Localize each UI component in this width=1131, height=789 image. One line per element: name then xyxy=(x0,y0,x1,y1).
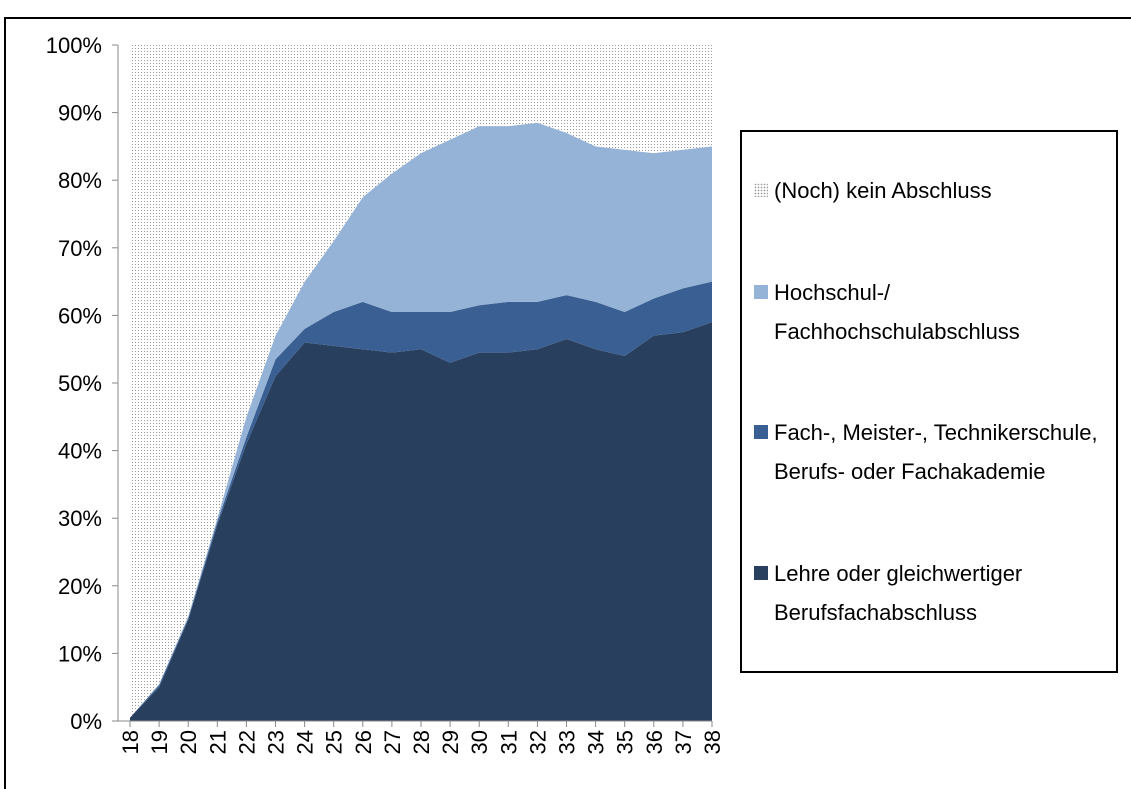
y-tick-label: 40% xyxy=(58,439,102,464)
legend: (Noch) kein Abschluss Hochschul-/ Fachhoc… xyxy=(740,130,1118,673)
area xyxy=(130,45,712,718)
area xyxy=(130,322,712,721)
y-tick-label: 30% xyxy=(58,506,102,531)
legend-entry: Fach-, Meister-, Technikerschule, Berufs… xyxy=(754,413,1106,491)
legend-label: Fach-, Meister-, Technikerschule, Berufs… xyxy=(774,420,1098,485)
legend-label: (Noch) kein Abschluss xyxy=(774,178,992,204)
legend-label: Hochschul-/ Fachhochschulabschluss xyxy=(774,279,1020,344)
x-tick-label: 25 xyxy=(322,730,347,754)
x-tick-label: 22 xyxy=(234,730,259,754)
x-tick-label: 38 xyxy=(700,730,725,754)
legend-entry: Lehre oder gleichwertiger Berufsfachabsc… xyxy=(754,554,1106,632)
area xyxy=(130,281,712,718)
x-tick-label: 18 xyxy=(118,730,143,754)
legend-entry: Hochschul-/ Fachhochschulabschluss xyxy=(754,273,1106,351)
area xyxy=(130,122,712,718)
legend-swatch xyxy=(754,183,768,198)
y-tick-label: 70% xyxy=(58,236,102,261)
y-tick-label: 0% xyxy=(70,709,102,734)
x-tick-label: 34 xyxy=(584,730,609,754)
x-tick-label: 21 xyxy=(205,730,230,754)
legend-swatch xyxy=(754,565,768,580)
x-tick-label: 30 xyxy=(467,730,492,754)
x-tick-label: 33 xyxy=(555,730,580,754)
x-tick-label: 23 xyxy=(264,730,289,754)
y-tick-label: 60% xyxy=(58,303,102,328)
x-tick-label: 31 xyxy=(496,730,521,754)
x-tick-label: 37 xyxy=(671,730,696,754)
legend-label: Lehre oder gleichwertiger Berufsfachabsc… xyxy=(774,560,1023,625)
x-tick-label: 28 xyxy=(409,730,434,754)
x-tick-label: 26 xyxy=(351,730,376,754)
y-tick-label: 90% xyxy=(58,101,102,126)
y-tick-label: 20% xyxy=(58,574,102,599)
legend-entry: (Noch) kein Abschluss xyxy=(754,171,1106,210)
y-tick-label: 100% xyxy=(46,33,102,58)
y-tick-label: 80% xyxy=(58,168,102,193)
x-tick-label: 36 xyxy=(642,730,667,754)
x-tick-label: 29 xyxy=(438,730,463,754)
legend-swatch xyxy=(754,425,768,440)
chart-border xyxy=(4,17,1131,789)
x-tick-label: 32 xyxy=(525,730,550,754)
x-tick-label: 35 xyxy=(613,730,638,754)
x-tick-label: 20 xyxy=(176,730,201,754)
legend-swatch xyxy=(754,284,768,299)
y-tick-label: 50% xyxy=(58,371,102,396)
x-tick-label: 24 xyxy=(293,730,318,754)
x-tick-label: 19 xyxy=(147,730,172,754)
x-tick-label: 27 xyxy=(380,730,405,754)
y-tick-label: 10% xyxy=(58,641,102,666)
